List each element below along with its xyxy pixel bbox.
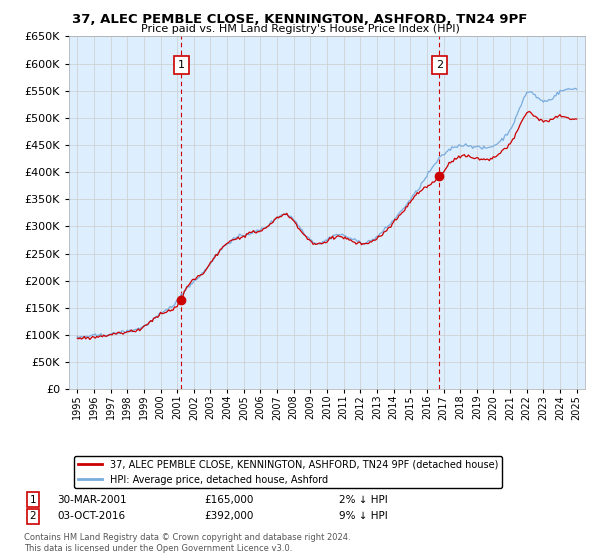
Legend: 37, ALEC PEMBLE CLOSE, KENNINGTON, ASHFORD, TN24 9PF (detached house), HPI: Aver: 37, ALEC PEMBLE CLOSE, KENNINGTON, ASHFO… — [74, 456, 502, 488]
Text: 1: 1 — [178, 59, 185, 69]
Text: Price paid vs. HM Land Registry's House Price Index (HPI): Price paid vs. HM Land Registry's House … — [140, 24, 460, 34]
Text: £165,000: £165,000 — [204, 494, 253, 505]
Text: 30-MAR-2001: 30-MAR-2001 — [57, 494, 127, 505]
Text: 2% ↓ HPI: 2% ↓ HPI — [339, 494, 388, 505]
Text: 03-OCT-2016: 03-OCT-2016 — [57, 511, 125, 521]
Text: 2: 2 — [29, 511, 37, 521]
Text: 9% ↓ HPI: 9% ↓ HPI — [339, 511, 388, 521]
Text: Contains HM Land Registry data © Crown copyright and database right 2024.
This d: Contains HM Land Registry data © Crown c… — [24, 533, 350, 553]
Text: 1: 1 — [29, 494, 37, 505]
Text: 37, ALEC PEMBLE CLOSE, KENNINGTON, ASHFORD, TN24 9PF: 37, ALEC PEMBLE CLOSE, KENNINGTON, ASHFO… — [73, 13, 527, 26]
Text: 2: 2 — [436, 59, 443, 69]
Text: £392,000: £392,000 — [204, 511, 253, 521]
